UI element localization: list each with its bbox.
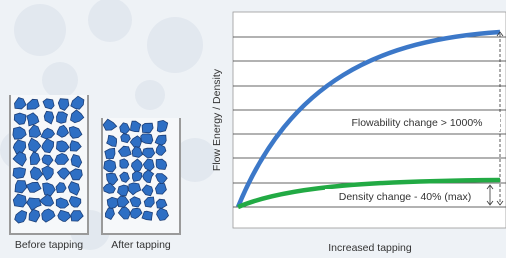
annotation: Flowability change > 1000% bbox=[351, 117, 482, 129]
particle bbox=[13, 168, 26, 179]
figure: Before tapping After tapping Flowability… bbox=[0, 0, 506, 258]
container-label: Before tapping bbox=[15, 239, 83, 251]
particle bbox=[142, 211, 153, 220]
particle bbox=[57, 112, 68, 123]
annotation: Density change - 40% (max) bbox=[339, 191, 471, 203]
y-axis-label: Flow Energy / Density bbox=[211, 68, 223, 171]
x-axis-label: Increased tapping bbox=[328, 242, 412, 254]
container-label: After tapping bbox=[111, 239, 171, 251]
